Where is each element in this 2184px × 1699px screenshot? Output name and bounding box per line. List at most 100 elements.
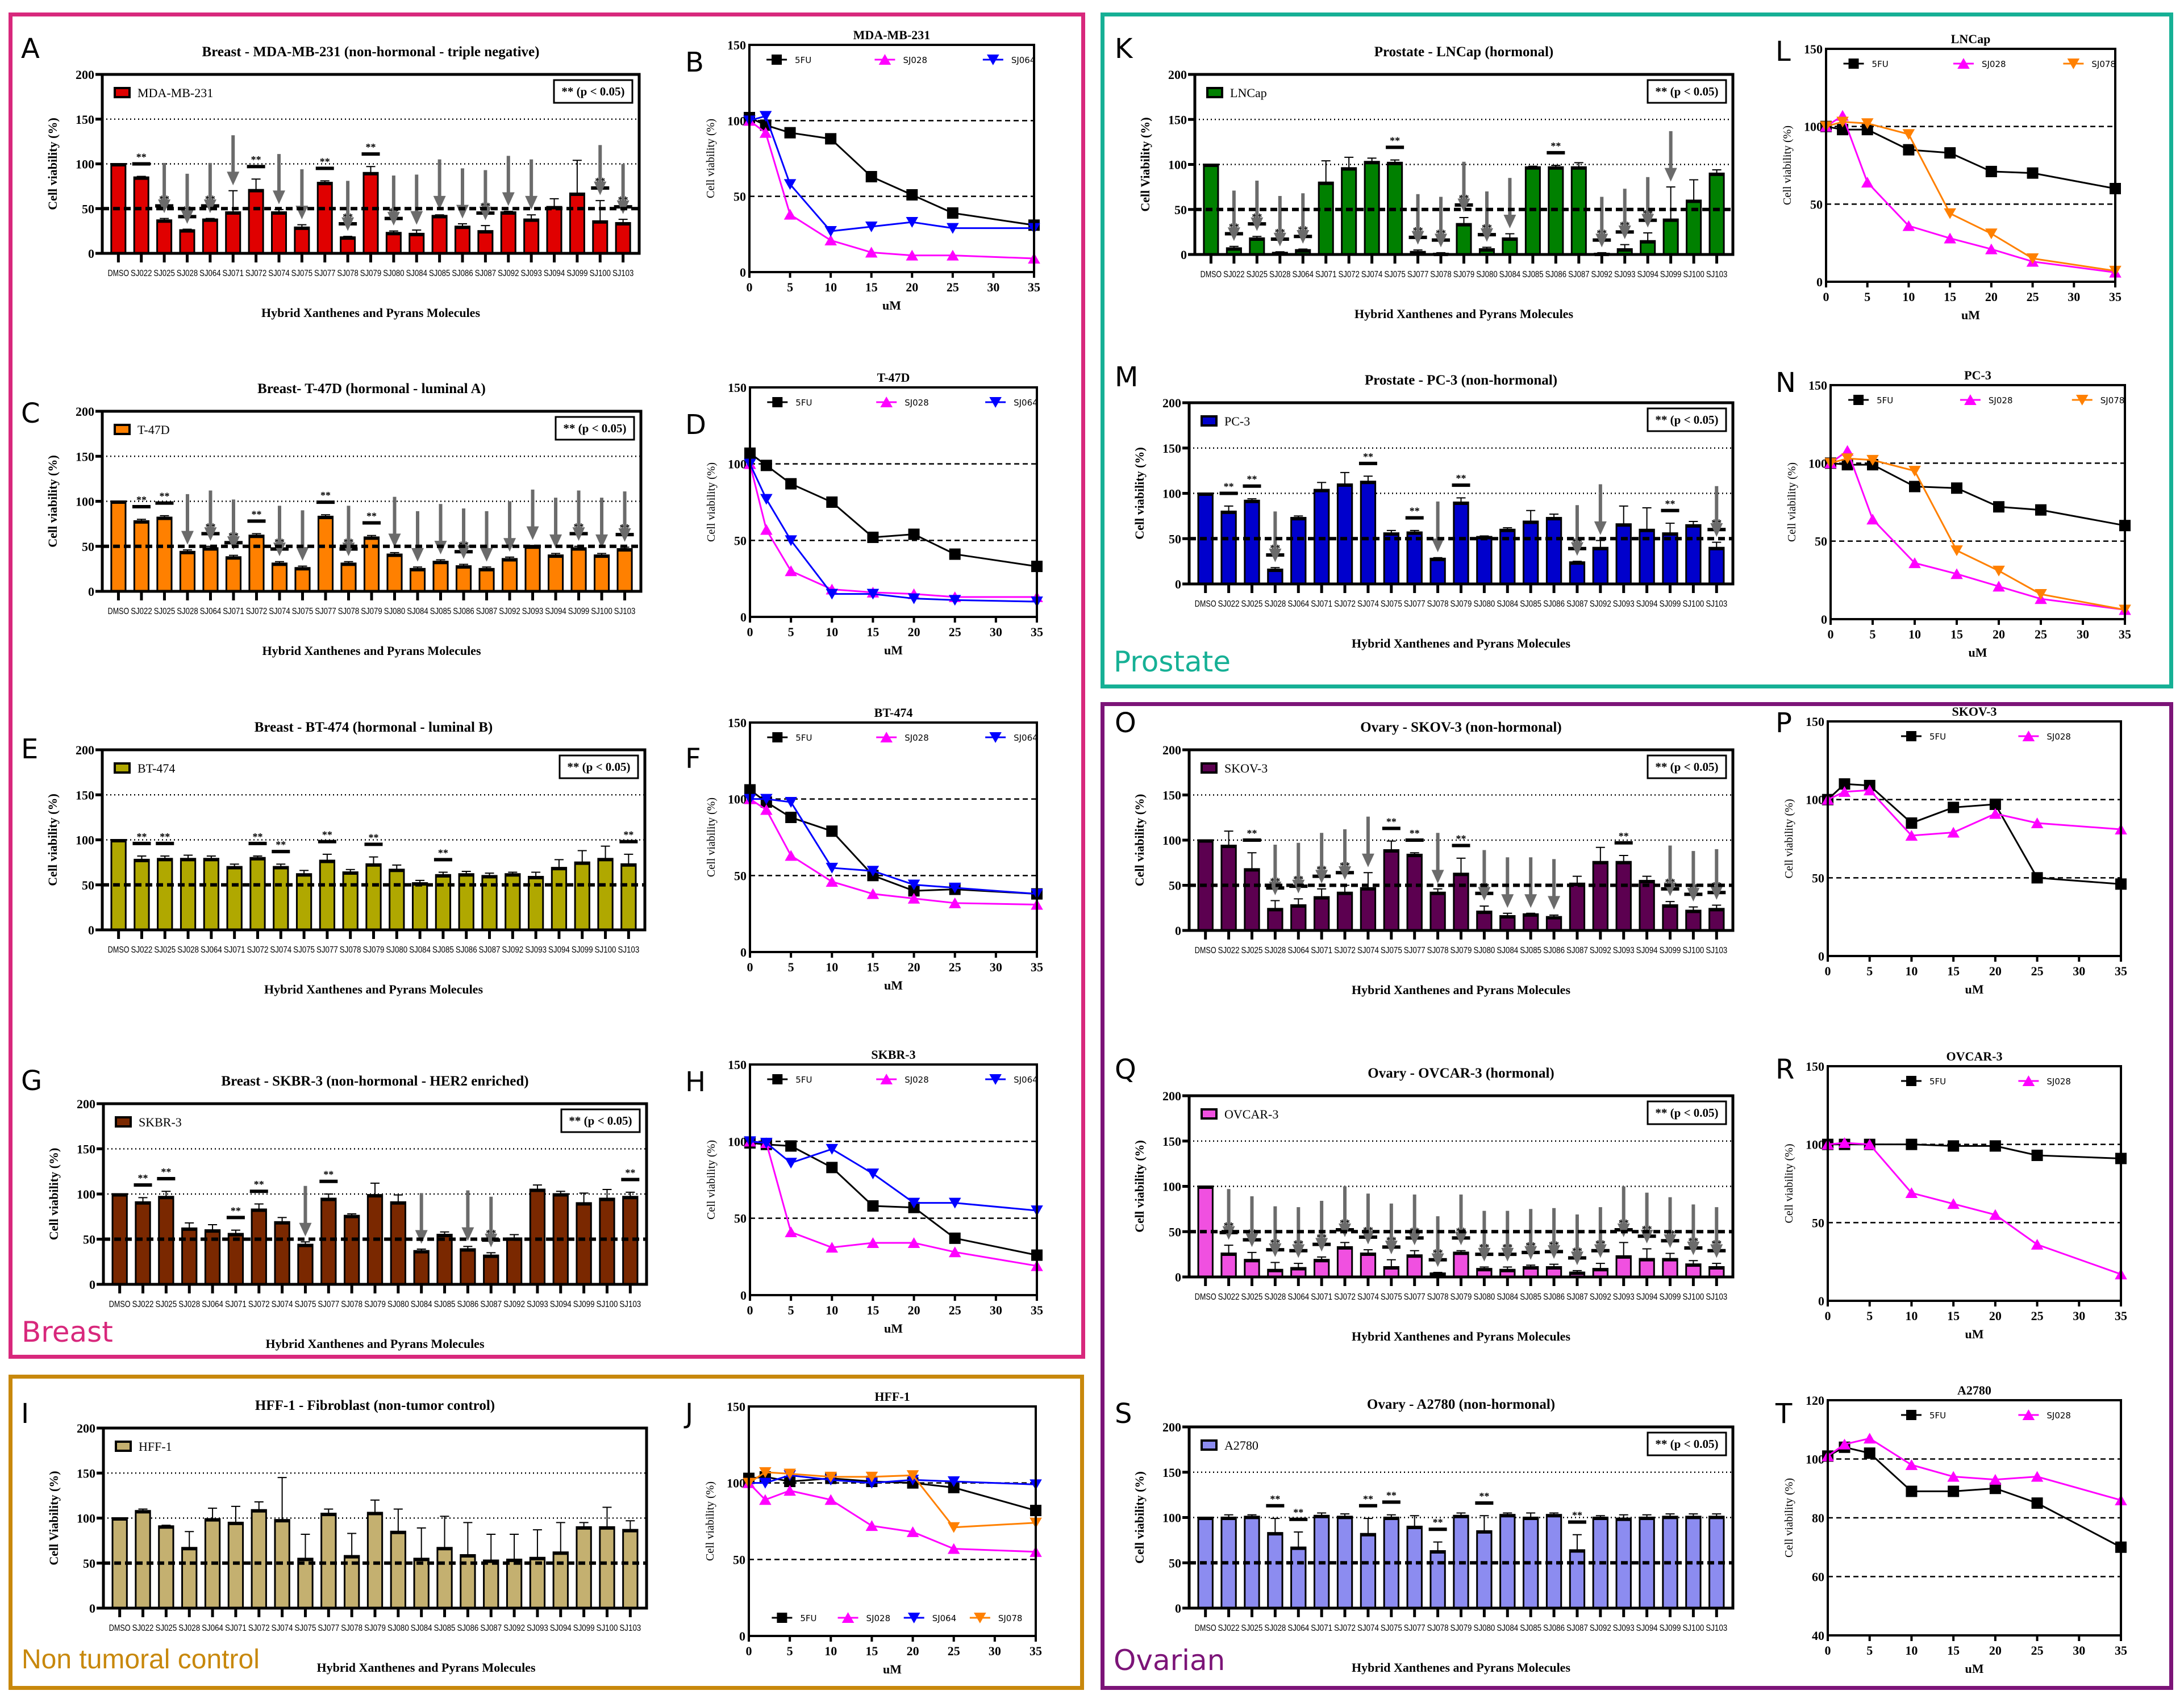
x-tick-label: SJ072 bbox=[1334, 1292, 1356, 1302]
triangle-up-marker bbox=[1902, 220, 1915, 231]
down-arrow-icon bbox=[1501, 857, 1514, 908]
bar-chart-K: Prostate - LNCap (hormonal) Cell Viabilit… bbox=[1138, 44, 1735, 321]
triangle-down-marker bbox=[826, 1143, 839, 1155]
chart-title: Ovary - SKOV-3 (non-hormonal) bbox=[1360, 720, 1561, 735]
x-tick-label: SJ028 bbox=[1269, 270, 1291, 279]
x-tick-label: 25 bbox=[2031, 1309, 2044, 1323]
x-axis-label: uM bbox=[883, 1662, 902, 1676]
legend-label: SJ028 bbox=[866, 1613, 891, 1623]
y-axis-label: Cell viability (%) bbox=[45, 455, 60, 548]
plot-frame bbox=[1827, 720, 2122, 957]
down-arrow-icon bbox=[1618, 189, 1631, 240]
x-tick-label: 25 bbox=[949, 960, 961, 974]
bar-SJ025 bbox=[157, 858, 173, 931]
y-tick-label: 200 bbox=[1162, 396, 1181, 410]
triangle-up-marker bbox=[1989, 1209, 2002, 1220]
x-tick-label: 10 bbox=[824, 280, 837, 294]
chart-title: Ovary - OVCAR-3 (hormonal) bbox=[1368, 1066, 1554, 1081]
x-tick-label: SJ092 bbox=[1590, 1292, 1611, 1302]
x-tick-label: SJ093 bbox=[1614, 270, 1636, 279]
x-tick-label: SJ086 bbox=[457, 1623, 478, 1633]
bar-SJ086 bbox=[1545, 517, 1562, 585]
square-marker bbox=[1944, 147, 1956, 159]
x-tick-label: SJ093 bbox=[1613, 946, 1635, 955]
square-marker bbox=[1993, 501, 2004, 513]
down-arrow-icon bbox=[1548, 859, 1561, 910]
significance-marker: ** bbox=[1386, 816, 1397, 827]
panel-letter-J: J bbox=[685, 1398, 694, 1430]
x-tick-label: SJ103 bbox=[614, 607, 636, 616]
significance-marker: ** bbox=[1479, 1491, 1489, 1502]
square-marker bbox=[949, 1232, 961, 1244]
y-tick-label: 0 bbox=[88, 923, 94, 937]
x-tick-label: SJ079 bbox=[1451, 1623, 1472, 1633]
significance-marker: ** bbox=[138, 1172, 148, 1184]
down-arrow-icon bbox=[1501, 1210, 1514, 1262]
bar-SJ078 bbox=[343, 1214, 360, 1285]
x-tick-label: 30 bbox=[2073, 1643, 2085, 1658]
triangle-down-marker bbox=[760, 794, 773, 805]
down-arrow-icon bbox=[1480, 191, 1493, 242]
legend-label: 5FU bbox=[1872, 59, 1889, 69]
y-tick-label: 100 bbox=[1804, 120, 1823, 134]
bar-SJ099 bbox=[1662, 904, 1678, 932]
bar-SJ077 bbox=[1406, 1525, 1423, 1609]
triangle-up-marker bbox=[1944, 232, 1956, 244]
legend-label: SJ028 bbox=[905, 733, 929, 743]
y-tick-label: 100 bbox=[1806, 1452, 1824, 1467]
legend-swatch bbox=[115, 1441, 132, 1452]
series-line-SJ028 bbox=[749, 120, 1035, 260]
x-tick-label: SJ025 bbox=[1241, 1292, 1263, 1302]
bar-SJ079 bbox=[1453, 501, 1469, 585]
down-arrow-icon bbox=[1570, 505, 1583, 556]
chart-title: SKBR-3 bbox=[871, 1047, 915, 1062]
x-tick-label: 15 bbox=[1947, 1309, 1960, 1323]
legend-label: SJ064 bbox=[1011, 55, 1036, 65]
series-line-SJ028 bbox=[1827, 1437, 2122, 1501]
triangle-up-marker bbox=[880, 1074, 893, 1084]
bar-SJ087 bbox=[483, 1559, 499, 1609]
x-tick-label: SJ092 bbox=[1590, 599, 1611, 609]
x-tick-label: SJ075 bbox=[1384, 270, 1406, 279]
y-tick-label: 150 bbox=[77, 1466, 95, 1480]
triangle-up-marker bbox=[947, 249, 959, 261]
triangle-up-marker bbox=[826, 876, 839, 887]
x-tick-label: DMSO bbox=[1195, 599, 1216, 609]
significance-legend-text: ** (p < 0.05) bbox=[1655, 760, 1718, 774]
down-arrow-icon bbox=[503, 501, 516, 552]
x-tick-label: SJ022 bbox=[131, 269, 152, 278]
bar-SJ093 bbox=[1615, 1255, 1632, 1278]
square-marker bbox=[784, 1475, 796, 1487]
x-tick-label: 0 bbox=[1825, 1643, 1831, 1658]
triangle-up-marker bbox=[2031, 1238, 2044, 1250]
bar-SJ025 bbox=[1244, 868, 1260, 932]
square-marker bbox=[777, 1613, 787, 1623]
bar-SJ085 bbox=[436, 1547, 453, 1609]
line-chart-T: A2780 Cell viability (%) 40 60 80 100 120 0 5 10 1… bbox=[1783, 1383, 2127, 1676]
significance-marker: ** bbox=[251, 154, 261, 165]
y-tick-label: 50 bbox=[1169, 879, 1181, 893]
x-tick-label: SJ092 bbox=[502, 945, 523, 955]
x-tick-label: SJ087 bbox=[1568, 270, 1590, 279]
x-tick-label: SJ078 bbox=[340, 945, 361, 955]
square-marker bbox=[908, 528, 920, 540]
square-marker bbox=[1906, 1138, 1918, 1150]
x-tick-label: SJ078 bbox=[1427, 946, 1449, 955]
series-line-5FU bbox=[1830, 462, 2125, 527]
down-arrow-icon bbox=[1297, 193, 1310, 244]
x-tick-label: SJ028 bbox=[1264, 599, 1286, 609]
down-arrow-icon bbox=[480, 511, 493, 562]
down-arrow-icon bbox=[1385, 1203, 1398, 1255]
x-tick-label: SJ071 bbox=[225, 1623, 247, 1633]
triangle-up-marker bbox=[1905, 1459, 1918, 1470]
bar-SJ075 bbox=[1383, 532, 1400, 585]
significance-legend-text: ** (p < 0.05) bbox=[561, 85, 624, 98]
x-tick-label: SJ064 bbox=[1287, 599, 1309, 609]
series-line-SJ028 bbox=[1827, 1142, 2122, 1275]
legend-label: OVCAR-3 bbox=[1224, 1107, 1278, 1121]
chart-title: SKOV-3 bbox=[1952, 704, 1997, 719]
bar-SJ084 bbox=[409, 232, 425, 254]
triangle-down-marker bbox=[907, 1197, 920, 1209]
square-marker bbox=[785, 478, 797, 490]
panel-letter-I: I bbox=[21, 1398, 30, 1430]
